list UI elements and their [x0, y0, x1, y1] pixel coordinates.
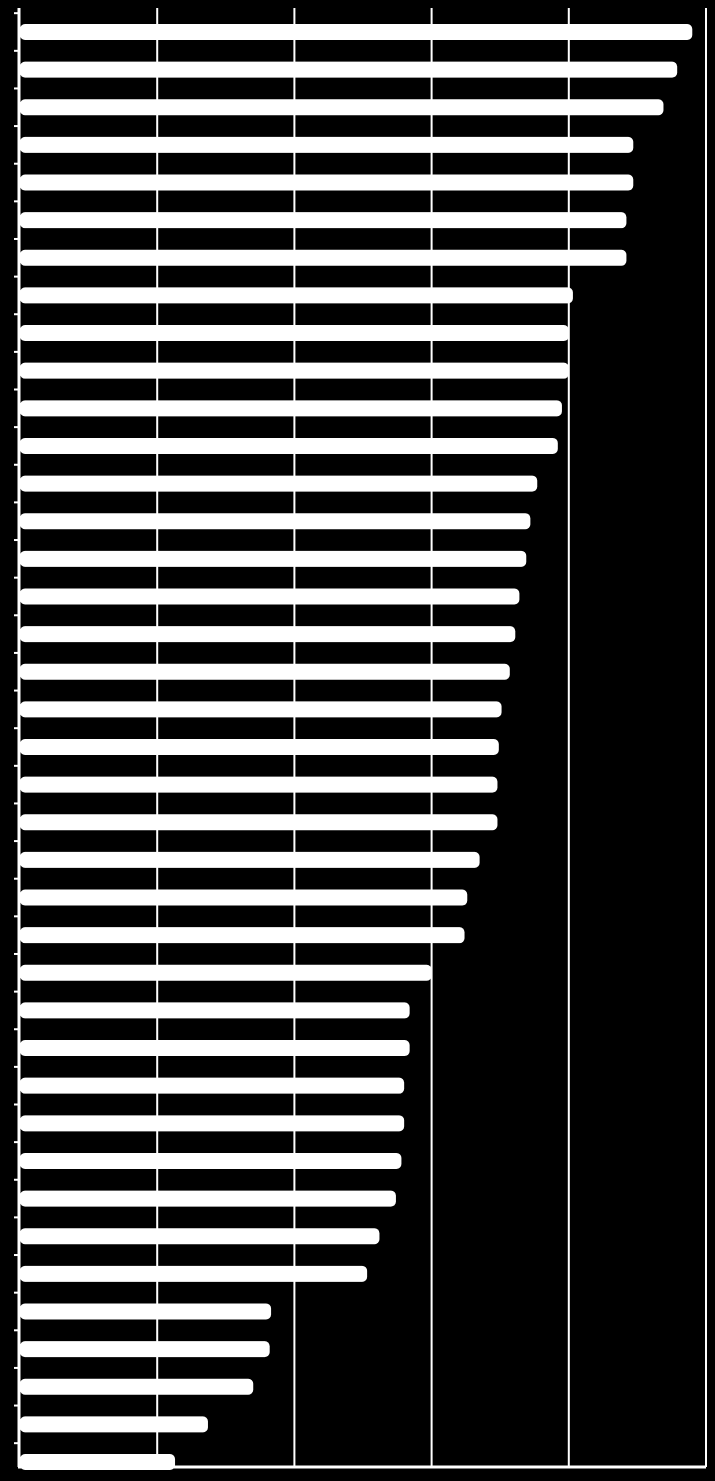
bar	[20, 663, 510, 680]
bar	[20, 287, 573, 304]
bar	[20, 325, 569, 342]
bar	[20, 61, 678, 78]
bar	[20, 550, 527, 567]
bar	[20, 927, 465, 944]
bar	[20, 739, 499, 755]
bar	[20, 174, 634, 191]
bar	[20, 1341, 270, 1358]
bar	[20, 1115, 405, 1132]
bar	[20, 1228, 380, 1245]
bar	[20, 851, 480, 868]
bar	[20, 701, 502, 718]
bar	[20, 513, 531, 530]
bar	[20, 588, 520, 605]
bar	[20, 24, 693, 40]
bar	[20, 1378, 254, 1395]
bar	[20, 437, 558, 454]
bar	[20, 1190, 396, 1207]
bar	[20, 400, 562, 417]
bar	[20, 1303, 272, 1320]
bar	[20, 1002, 410, 1019]
bar	[20, 475, 538, 492]
bar	[20, 1152, 402, 1169]
bar	[20, 1077, 405, 1094]
bar	[20, 964, 432, 981]
bar	[20, 362, 569, 379]
bar	[20, 1040, 410, 1057]
bar	[20, 889, 468, 906]
bar	[20, 249, 627, 266]
bar	[20, 776, 498, 793]
bar	[20, 136, 634, 153]
axes	[14, 8, 706, 1469]
bar	[20, 212, 627, 229]
bar	[20, 99, 664, 116]
bar	[20, 1416, 208, 1433]
bar	[20, 1265, 368, 1282]
bars	[20, 24, 693, 1470]
bar	[20, 626, 516, 643]
bar	[20, 814, 498, 831]
